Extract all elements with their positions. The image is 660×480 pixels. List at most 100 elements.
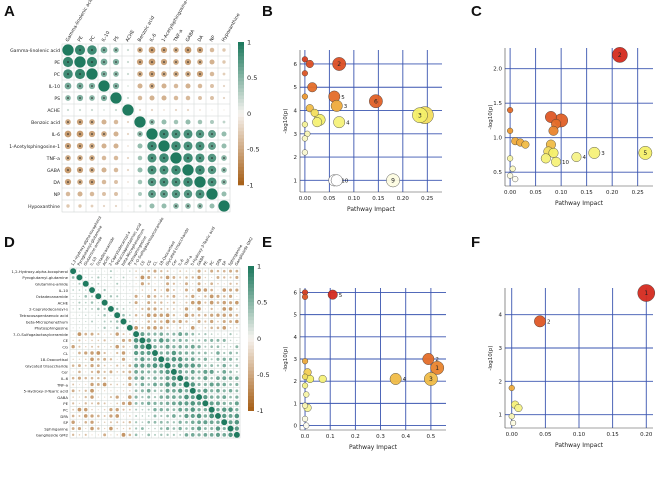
A-sig-mark — [151, 169, 153, 171]
D-corr-circle — [78, 314, 81, 316]
D-corr-circle — [146, 388, 151, 393]
D-corr-circle — [97, 314, 100, 316]
B-pathway-bubble — [369, 94, 383, 109]
E-y-tick-label: 4 — [294, 335, 298, 341]
D-corr-circle — [71, 389, 75, 393]
B-pathway-bubble — [301, 70, 308, 77]
D-corr-circle — [197, 307, 201, 311]
A-sig-mark — [91, 169, 93, 171]
D-corr-circle — [184, 433, 189, 437]
D-corr-circle — [172, 320, 176, 323]
D-corr-circle — [178, 395, 182, 399]
D-corr-circle — [159, 326, 163, 330]
D-corr-circle — [147, 383, 151, 386]
A-corr-circle — [206, 188, 218, 200]
A-sig-mark — [115, 61, 117, 63]
D-corr-circle — [209, 433, 214, 437]
A-corr-circle — [126, 120, 130, 124]
A-sig-mark — [79, 133, 81, 135]
A-col-label: Hypoxanthine — [221, 12, 242, 43]
A-corr-circle — [78, 108, 82, 112]
D-corr-circle — [96, 383, 100, 386]
D-corr-circle — [192, 320, 194, 323]
A-sig-mark — [91, 133, 93, 135]
D-corr-circle — [109, 426, 113, 431]
A-sig-mark — [151, 193, 153, 195]
A-corr-circle — [223, 109, 225, 111]
A-corr-circle — [209, 59, 215, 65]
B-bubble-label: 10 — [341, 179, 348, 185]
D-corr-circle — [152, 350, 158, 356]
D-corr-circle — [166, 307, 169, 310]
D-corr-circle — [203, 433, 208, 437]
D-row-label: TNF-a — [56, 382, 68, 387]
A-corr-circle — [126, 72, 130, 76]
panel-d-correlation-heatmap: D 1,2-Hydroxy-alpha-tocopherolPyroglutam… — [4, 215, 270, 439]
D-corr-circle — [215, 426, 221, 431]
D-colorbar-segment — [248, 377, 254, 383]
C-bubble-label: 5 — [643, 150, 647, 157]
D-corr-circle — [115, 395, 119, 399]
D-corr-circle — [178, 388, 183, 393]
D-corr-circle — [222, 370, 227, 374]
D-corr-circle — [190, 420, 195, 425]
A-sig-mark — [103, 133, 105, 135]
D-corr-circle — [103, 408, 106, 411]
A-sig-mark — [223, 181, 225, 183]
D-corr-circle — [71, 414, 75, 418]
A-sig-mark — [163, 193, 165, 195]
D-corr-circle — [110, 383, 112, 386]
D-corr-circle — [97, 427, 100, 430]
D-corr-circle — [166, 332, 169, 336]
A-row-label: NP — [54, 192, 60, 198]
D-corr-circle — [190, 401, 196, 406]
A-corr-circle — [101, 179, 107, 185]
D-row-label: Octadecanamide — [36, 294, 69, 299]
B-bubble-label: 4 — [346, 120, 350, 126]
A-col-label: IL-10 — [101, 30, 112, 43]
D-corr-circle — [229, 320, 232, 323]
D-row-label: IL-6 — [61, 376, 69, 381]
D-corr-circle — [235, 351, 239, 355]
C-pathway-bubble — [512, 176, 519, 183]
A-sig-mark — [175, 145, 177, 147]
D-corr-circle — [78, 383, 81, 386]
D-corr-circle — [171, 350, 177, 356]
D-corr-circle — [110, 314, 112, 316]
D-corr-circle — [122, 421, 125, 424]
A-sig-mark — [139, 49, 141, 51]
A-colorbar-segment — [238, 174, 244, 179]
panel-b-plot: 0.00 0.05 0.10 0.15 0.20 0.25 1 2 3 4 5 6 Pathway Im… — [283, 50, 442, 213]
B-x-tick-label: 0.05 — [323, 196, 336, 202]
D-corr-circle — [159, 345, 163, 349]
A-corr-circle — [122, 104, 134, 116]
D-corr-circle — [77, 376, 82, 380]
D-corr-circle — [223, 351, 226, 355]
D-row-label: Ganglioside GM2 — [36, 433, 69, 438]
D-corr-circle — [216, 326, 220, 330]
D-corr-circle — [216, 313, 220, 317]
A-corr-circle — [113, 155, 119, 161]
D-corr-circle — [172, 307, 175, 310]
D-corr-circle — [165, 369, 170, 375]
B-bubble-label: 3 — [418, 112, 422, 119]
E-y-axis-label: -log10(p) — [283, 346, 289, 371]
panel-b-pathway-bubble: B 0.00 0.05 0.10 0.15 0.20 0.25 1 2 3 4 5 6 Pathway … — [262, 3, 442, 213]
D-corr-circle — [196, 394, 203, 401]
B-pathway-bubble — [301, 121, 308, 128]
D-corr-circle — [185, 301, 188, 304]
A-sig-mark — [91, 61, 93, 63]
D-corr-circle — [197, 382, 201, 387]
D-corr-circle — [222, 413, 227, 419]
D-colorbar-segment — [248, 334, 254, 339]
D-corr-circle — [235, 407, 239, 412]
C-y-tick-label: 1.5 — [493, 101, 502, 107]
D-corr-circle — [229, 370, 233, 374]
D-corr-circle — [185, 295, 188, 298]
D-corr-circle — [78, 358, 81, 360]
D-corr-circle — [116, 434, 118, 436]
C-bubble-label: 4 — [582, 155, 586, 161]
D-corr-circle — [97, 333, 100, 336]
A-sig-mark — [79, 121, 81, 123]
D-corr-circle — [210, 307, 213, 311]
